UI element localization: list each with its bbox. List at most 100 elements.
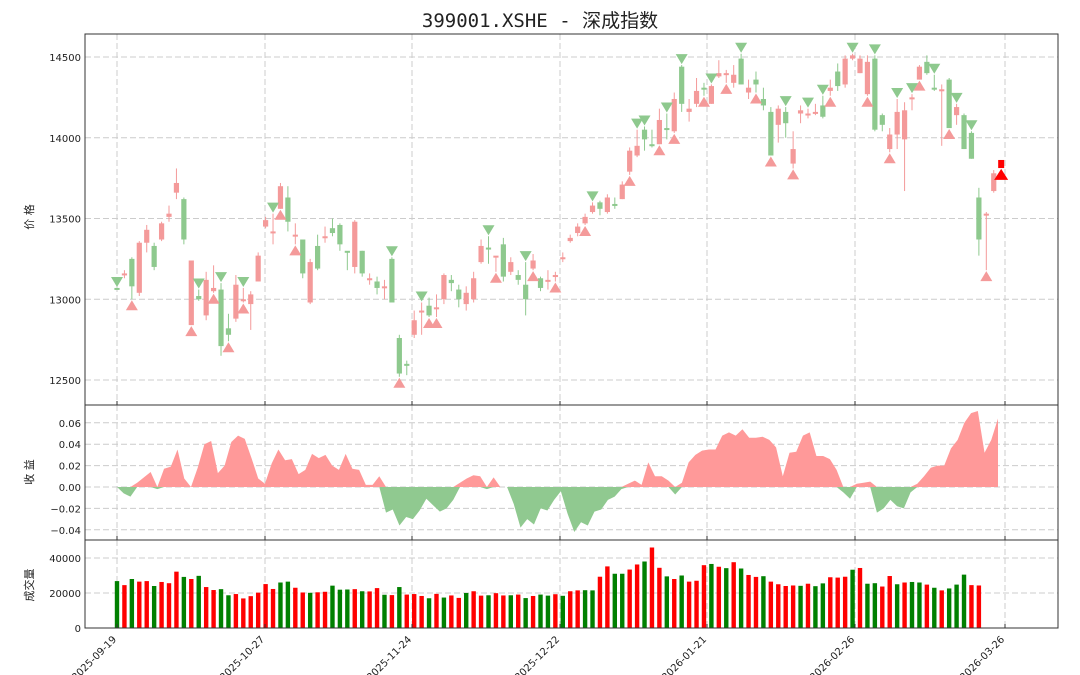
volume-bar [738,568,744,628]
volume-ytick: 40000 [49,554,81,565]
volume-bar [478,595,484,628]
candle-body [701,87,707,90]
candle-body [508,262,514,272]
buy-signal-icon [289,245,302,256]
volume-bar [969,585,974,628]
volume-bar [248,596,253,628]
candle-body [879,115,885,125]
buy-signal-icon [697,96,710,107]
volume-bar [441,597,447,628]
candle-body [433,307,440,310]
volume-bar [300,592,305,628]
returns-ytick: −0.04 [50,526,81,537]
buy-signal-icon [764,156,777,167]
x-tick-label: 2025-09-19 [70,634,119,675]
volume-bar [924,584,930,628]
candle-body [203,279,209,316]
volume-bar [679,575,684,628]
volume-bar [939,590,944,628]
volume-bar [196,575,201,628]
candle-body [916,66,923,80]
volume-bar [954,584,959,628]
candle-body [485,247,492,250]
candle-body [404,363,410,366]
volume-bar [114,581,120,628]
candle-body [121,273,128,276]
sell-signal-icon [868,44,881,55]
volume-bar [545,595,551,628]
price-ytick: 14500 [49,53,81,64]
candle-body [181,199,187,240]
candle-body [292,234,298,237]
returns-ytick: −0.02 [50,504,81,515]
volume-bar [597,576,603,628]
volume-bar [657,567,662,628]
volume-ytick: 20000 [49,589,81,600]
candle-body [255,255,261,282]
x-tick-label: 2026-02-26 [808,634,857,675]
sell-signal-icon [631,118,644,129]
volume-bar [709,563,714,628]
sell-signal-icon [801,97,814,108]
candle-body [359,250,365,274]
candle-body [842,58,848,85]
candle-body [671,98,677,132]
price-panel [111,42,1009,388]
candle-body [463,292,469,305]
candle-body [344,250,350,253]
volume-bar [412,594,417,628]
candle-body [248,294,254,305]
sell-signal-icon [846,42,859,53]
volume-bar [464,593,469,628]
candle-body [196,296,202,300]
volume-bar [627,569,632,628]
sell-signal-icon [705,73,718,84]
volume-bar [790,585,796,628]
volume-bar [664,576,670,628]
candle-body [887,134,893,150]
candle-body [545,279,551,282]
volume-bar [694,580,699,628]
volume-bar [701,565,707,628]
volume-bar [917,582,922,628]
volume-bar [575,590,580,628]
x-tick-label: 2026-03-26 [958,634,1007,675]
buy-signal-icon [913,80,926,91]
volume-bar [865,583,870,628]
candle-body [953,107,960,116]
volume-bar [902,582,907,628]
volume-bar [359,591,365,628]
returns-positive-area [117,411,998,487]
volume-bar [151,586,157,628]
candle-body [225,328,232,335]
volume-bar [976,585,982,628]
candle-body [768,111,774,156]
candle-body [693,90,700,104]
candle-body [619,184,625,200]
sell-signal-icon [950,92,963,103]
sell-signal-icon [519,251,532,262]
volume-bar [582,590,588,628]
volume-bar [508,595,513,628]
returns-ylabel: 收 益 [22,459,36,485]
candle-body [352,221,358,267]
volume-bar [382,594,387,628]
volume-bar [946,588,952,628]
buy-signal-icon [549,282,562,293]
volume-bar [226,595,231,628]
sell-signal-icon [891,87,904,98]
volume-bar [776,584,781,628]
buy-signal-icon [653,145,666,156]
volume-bar [486,595,491,628]
candle-body [827,87,833,91]
candle-body [456,289,462,300]
buy-signal-icon [274,209,287,220]
sell-signal-icon [111,276,123,287]
sell-signal-icon [660,102,673,113]
candle-body [367,278,373,281]
volume-bar [189,579,194,628]
buy-signal-icon [185,326,198,337]
volume-bar [753,576,759,628]
candle-body [530,260,536,269]
